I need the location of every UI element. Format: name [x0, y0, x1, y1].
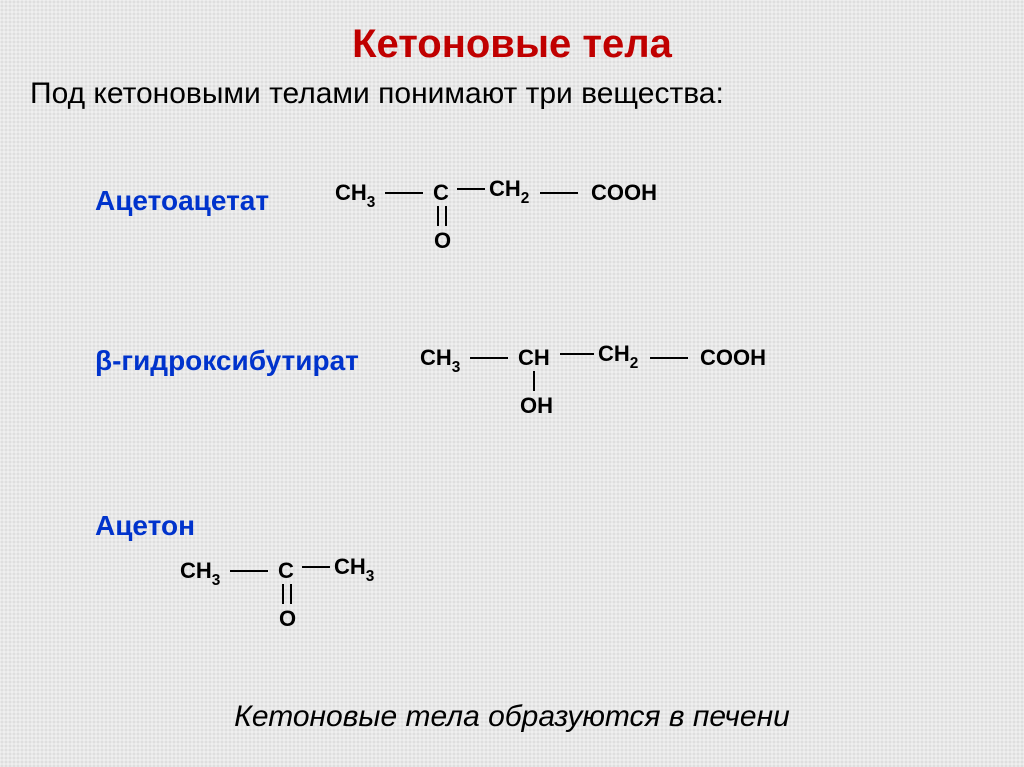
- atom-ch3-right: CH3: [334, 554, 374, 584]
- subtitle: Под кетоновыми телами понимают три вещес…: [0, 67, 1024, 111]
- atom-c: C: [278, 558, 294, 584]
- bond: [540, 192, 578, 194]
- footer-row: Кетоновые тела образуются в печени: [0, 680, 1024, 734]
- atom-oh: OH: [520, 393, 553, 419]
- atom-ch2: CH2: [598, 341, 638, 371]
- acetoacetate-name: Ацетоацетат: [95, 185, 269, 217]
- bond: [457, 188, 485, 190]
- bond: [533, 371, 535, 391]
- double-bond: [282, 584, 292, 604]
- bond: [560, 353, 594, 355]
- double-bond: [437, 206, 447, 226]
- bond: [470, 357, 508, 359]
- atom-cooh: COOH: [700, 345, 766, 371]
- atom-ch3: CH3: [335, 180, 375, 210]
- subtitle-text: Под кетоновыми телами понимают три вещес…: [30, 77, 724, 110]
- atom-c: C: [433, 180, 449, 206]
- acetone-name: Ацетон: [95, 510, 195, 542]
- bond: [230, 570, 268, 572]
- row-acetoacetate: Ацетоацетат CH3 C CH2 COOH O: [0, 185, 1024, 295]
- bhb-name: β-гидроксибутират: [95, 345, 359, 377]
- title-text: Кетоновые тела: [352, 22, 672, 66]
- atom-o: O: [279, 606, 296, 632]
- atom-ch3-left: CH3: [180, 558, 220, 588]
- atom-ch3: CH3: [420, 345, 460, 375]
- bond: [302, 566, 330, 568]
- atom-ch: CH: [518, 345, 550, 371]
- page-title: Кетоновые тела: [0, 0, 1024, 67]
- atom-o: O: [434, 228, 451, 254]
- row-bhb: β-гидроксибутират CH3 CH CH2 COOH OH: [0, 345, 1024, 455]
- footer-note: Кетоновые тела образуются в печени: [0, 680, 1024, 734]
- footer-text: Кетоновые тела образуются в печени: [234, 700, 790, 733]
- bond: [650, 357, 688, 359]
- bond: [385, 192, 423, 194]
- atom-cooh: COOH: [591, 180, 657, 206]
- row-acetone: Ацетон CH3 C CH3 O: [0, 510, 1024, 630]
- atom-ch2: CH2: [489, 176, 529, 206]
